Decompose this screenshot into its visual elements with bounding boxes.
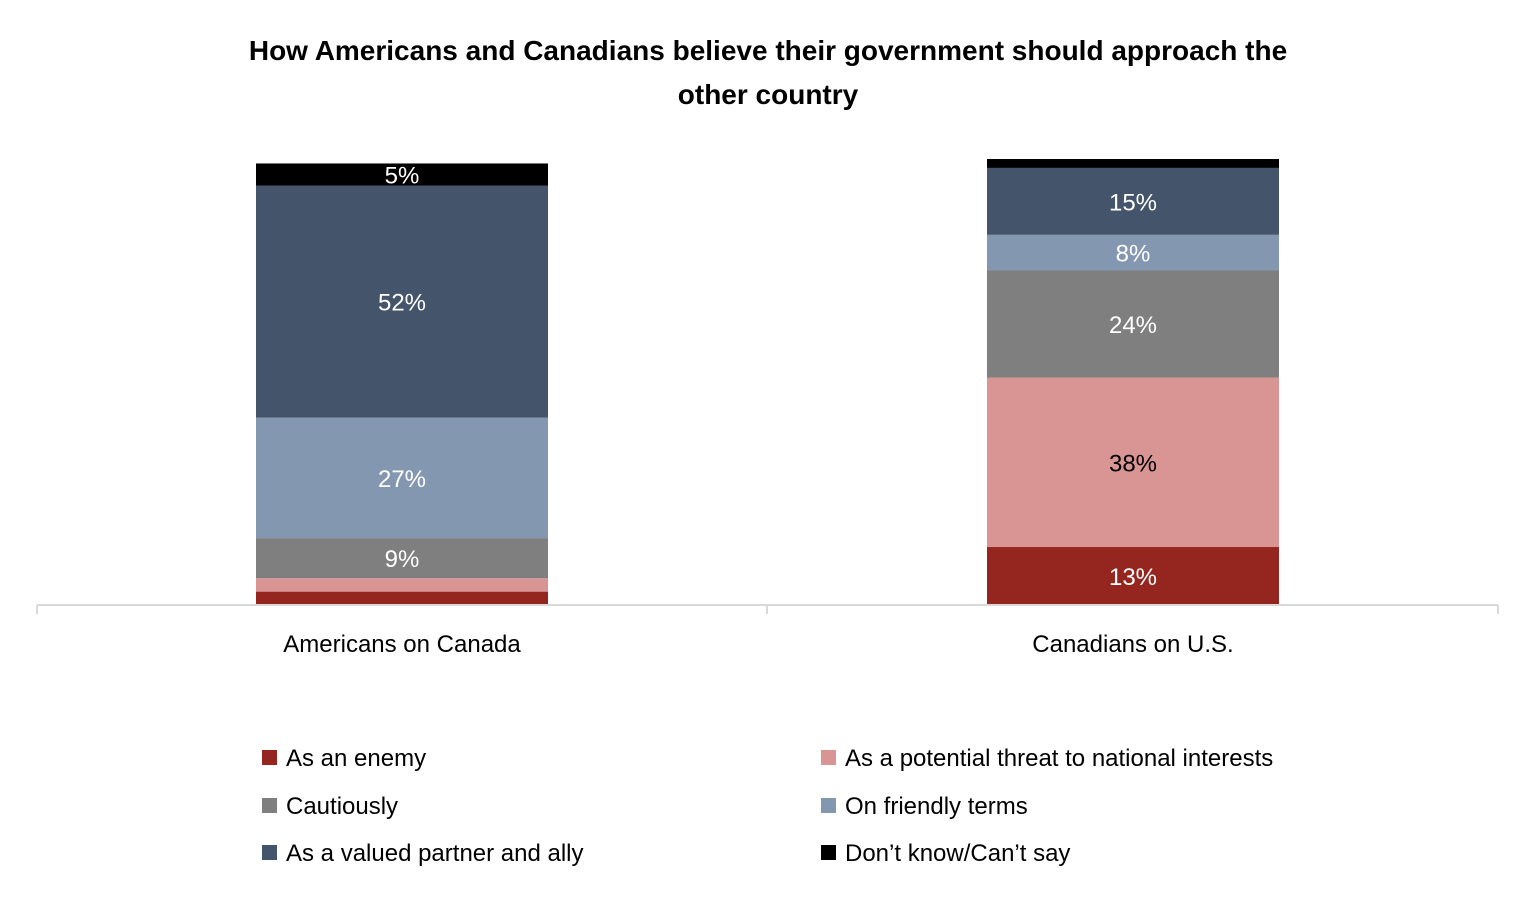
chart-title-line-2: other country (678, 79, 859, 110)
data-label: 52% (378, 290, 426, 317)
chart-title-line-1: How Americans and Canadians believe thei… (249, 35, 1287, 66)
bar-segment (256, 538, 548, 579)
legend-label: As an enemy (286, 745, 426, 772)
data-label: 9% (385, 546, 420, 573)
legend-swatch (821, 798, 836, 813)
legend-label: On friendly terms (845, 793, 1028, 820)
bar-segment (987, 377, 1279, 548)
legend-swatch (262, 798, 277, 813)
x-axis (36, 604, 1499, 614)
legend-label: Don’t know/Can’t say (845, 840, 1070, 867)
legend-swatch (262, 845, 277, 860)
legend-swatch (262, 750, 277, 765)
category-label-canadians: Canadians on U.S. (1032, 631, 1233, 658)
bar-segment (256, 417, 548, 539)
bar-segment (987, 167, 1279, 235)
legend-swatch (821, 845, 836, 860)
legend-label: As a valued partner and ally (286, 840, 584, 867)
bar-segment (987, 270, 1279, 378)
data-label: 27% (378, 466, 426, 493)
legend-label: Cautiously (286, 793, 398, 820)
data-label: 15% (1109, 189, 1157, 216)
bar-segment (987, 159, 1279, 168)
category-label-americans: Americans on Canada (283, 631, 521, 658)
bar-segment (256, 578, 548, 592)
data-label: 5% (385, 163, 420, 190)
data-label: 24% (1109, 312, 1157, 339)
bar-segment (256, 163, 548, 186)
bar-segment (256, 185, 548, 418)
bar-segment (987, 547, 1279, 605)
bar-segment (256, 591, 548, 605)
data-label: 38% (1109, 450, 1157, 477)
data-label: 13% (1109, 564, 1157, 591)
legend-label: As a potential threat to national intere… (845, 745, 1273, 772)
legend-swatch (821, 750, 836, 765)
data-label: 8% (1116, 241, 1151, 268)
legend: As an enemy As a potential threat to nati… (262, 745, 1273, 867)
bar-segment (987, 234, 1279, 271)
